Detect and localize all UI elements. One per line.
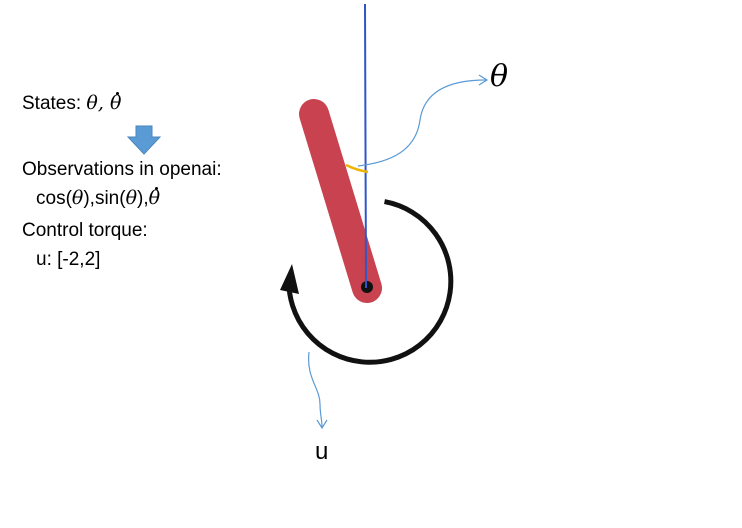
states-label: States: <box>22 93 87 114</box>
angle-mark <box>345 163 369 174</box>
theta-annotation-curve <box>357 79 487 167</box>
states-variables: θ, θ <box>86 92 122 114</box>
u-annotation-arrowhead-icon <box>316 419 328 430</box>
pendulum-rod <box>299 99 382 303</box>
control-torque-title: Control torque: <box>22 220 148 241</box>
torque-arc <box>286 199 454 365</box>
observations-title: Observations in openai: <box>22 159 222 180</box>
torque-arrowhead-icon <box>280 264 299 294</box>
pivot-point <box>361 281 373 293</box>
theta-annotation-arrowhead-icon <box>478 74 489 86</box>
down-arrow-icon <box>126 125 162 155</box>
states-line: States: θ, θ <box>22 92 122 114</box>
control-torque-range: u: [-2,2] <box>36 249 101 270</box>
vertical-axis-line <box>364 3 367 289</box>
u-annotation-curve <box>308 351 323 428</box>
observations-values: cos(θ),sin(θ),θ <box>36 187 161 209</box>
theta-label: θ <box>490 59 509 94</box>
u-label: u <box>315 438 329 465</box>
